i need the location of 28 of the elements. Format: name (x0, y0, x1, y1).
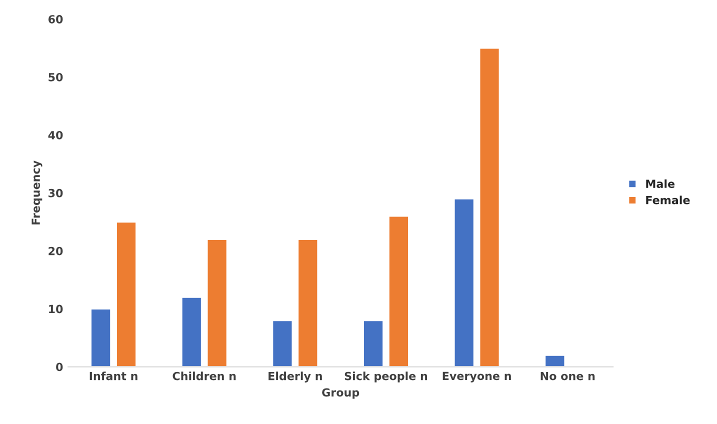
x-axis-title: Group (322, 388, 360, 399)
bar (90, 308, 112, 367)
y-tick-label: 60 (48, 15, 63, 24)
x-tick-label: Everyone n (442, 372, 511, 382)
bar (206, 238, 228, 367)
x-tick-label: Infant n (90, 372, 138, 380)
x-tick-label: Elderly n (268, 372, 322, 382)
bar (362, 320, 384, 367)
bar (453, 198, 475, 367)
y-tick-label: 40 (48, 130, 63, 140)
y-tick-label: 10 (49, 304, 63, 314)
bar (388, 215, 410, 367)
y-tick-label: 0 (56, 362, 63, 372)
bar (272, 320, 294, 367)
y-tick-label: 20 (48, 246, 63, 256)
bar (180, 296, 202, 367)
y-tick-label: 50 (48, 73, 63, 82)
y-axis-title: Frequency (32, 160, 42, 224)
bar (544, 354, 566, 367)
legend-label: Female (646, 196, 690, 204)
bar (478, 47, 500, 367)
x-tick-label: No one n (540, 372, 595, 380)
x-tick-label: Sick people n (344, 372, 428, 382)
x-tick-label: Children n (172, 372, 236, 380)
legend-label: Male (646, 179, 675, 188)
bar (116, 221, 137, 367)
bar (297, 238, 319, 367)
y-tick-label: 30 (48, 188, 63, 198)
